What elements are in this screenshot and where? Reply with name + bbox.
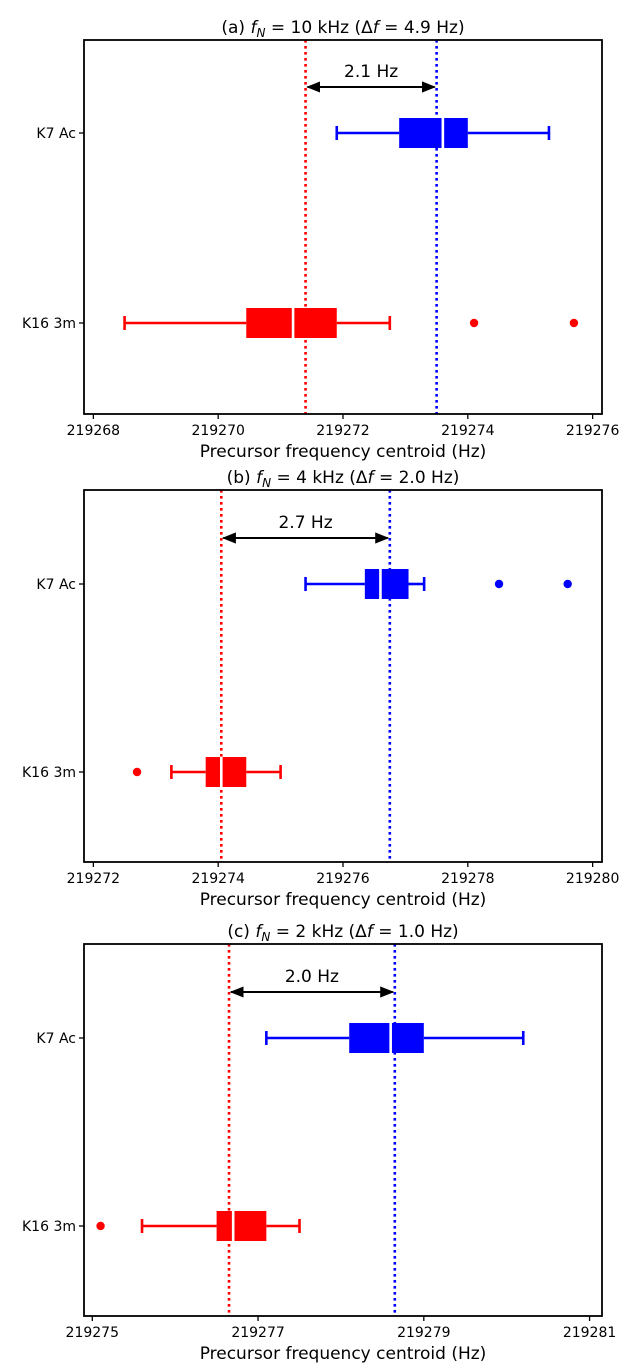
- box-k7-ac: [306, 569, 572, 599]
- chart-title: (a) fN = 10 kHz (Δf = 4.9 Hz): [221, 18, 464, 40]
- title-part: N: [262, 476, 271, 490]
- axes-frame: [84, 490, 602, 862]
- x-tick-label: 219272: [67, 871, 120, 887]
- x-tick-label: 219280: [566, 871, 619, 887]
- title-part: = 10 kHz (Δ: [265, 18, 373, 38]
- y-tick-label: K7 Ac: [36, 1031, 76, 1047]
- box-iqr: [206, 757, 247, 787]
- outlier-point: [470, 319, 478, 327]
- panel-a: (a) fN = 10 kHz (Δf = 4.9 Hz) 2.1 Hz K7 Ac…: [22, 18, 619, 462]
- y-tick-label: K16 3m: [22, 1219, 76, 1235]
- outlier-point: [563, 580, 571, 588]
- panel-b: (b) fN = 4 kHz (Δf = 2.0 Hz) 2.7 Hz K7 Ac K…: [22, 468, 619, 910]
- box-k7-ac: [337, 118, 549, 148]
- outlier-point: [96, 1222, 104, 1230]
- x-tick-label: 219277: [231, 1325, 284, 1341]
- box-iqr: [349, 1023, 424, 1053]
- x-axis-label: Precursor frequency centroid (Hz): [200, 1344, 487, 1364]
- x-tick-label: 219274: [441, 423, 495, 439]
- x-axis-label: Precursor frequency centroid (Hz): [200, 442, 487, 462]
- x-tick-label: 219270: [191, 423, 244, 439]
- difference-label: 2.0 Hz: [285, 967, 339, 987]
- x-tick-label: 219276: [566, 423, 620, 439]
- chart-title: (c) fN = 2 kHz (Δf = 1.0 Hz): [227, 922, 458, 944]
- box-iqr: [365, 569, 409, 599]
- title-part: N: [256, 26, 265, 40]
- box-iqr: [246, 308, 336, 338]
- title-part: (b): [227, 468, 256, 488]
- x-tick-label: 219279: [397, 1325, 450, 1341]
- title-part: = 2.0 Hz): [374, 468, 460, 488]
- box-k16-3m: [125, 308, 579, 338]
- x-axis-label: Precursor frequency centroid (Hz): [200, 890, 487, 910]
- title-part: = 4.9 Hz): [379, 18, 465, 38]
- y-tick-label: K7 Ac: [36, 577, 76, 593]
- x-tick-label: 219272: [316, 423, 369, 439]
- x-tick-label: 219276: [316, 871, 370, 887]
- panel-c: (c) fN = 2 kHz (Δf = 1.0 Hz) 2.0 Hz K7 Ac K…: [22, 922, 616, 1364]
- x-tick-label: 219281: [563, 1325, 616, 1341]
- box-k16-3m: [96, 1211, 299, 1241]
- title-part: N: [261, 930, 270, 944]
- box-k16-3m: [133, 757, 281, 787]
- title-part: (c): [227, 922, 255, 942]
- x-tick-label: 219275: [66, 1325, 119, 1341]
- title-part: = 1.0 Hz): [373, 922, 459, 942]
- outlier-point: [570, 319, 578, 327]
- x-tick-label: 219274: [191, 871, 245, 887]
- box-k7-ac: [266, 1023, 523, 1053]
- title-part: = 4 kHz (Δ: [271, 468, 368, 488]
- difference-label: 2.1 Hz: [344, 62, 398, 82]
- axes-frame: [84, 40, 602, 414]
- y-tick-label: K7 Ac: [36, 126, 76, 142]
- y-tick-label: K16 3m: [22, 765, 76, 781]
- title-part: = 2 kHz (Δ: [270, 922, 367, 942]
- chart-title: (b) fN = 4 kHz (Δf = 2.0 Hz): [227, 468, 460, 490]
- axes-frame: [84, 944, 602, 1316]
- x-tick-label: 219268: [67, 423, 120, 439]
- box-iqr: [399, 118, 468, 148]
- difference-label: 2.7 Hz: [278, 513, 332, 533]
- box-iqr: [217, 1211, 267, 1241]
- outlier-point: [495, 580, 503, 588]
- outlier-point: [133, 768, 141, 776]
- title-part: (a): [221, 18, 250, 38]
- y-tick-label: K16 3m: [22, 316, 76, 332]
- x-tick-label: 219278: [441, 871, 494, 887]
